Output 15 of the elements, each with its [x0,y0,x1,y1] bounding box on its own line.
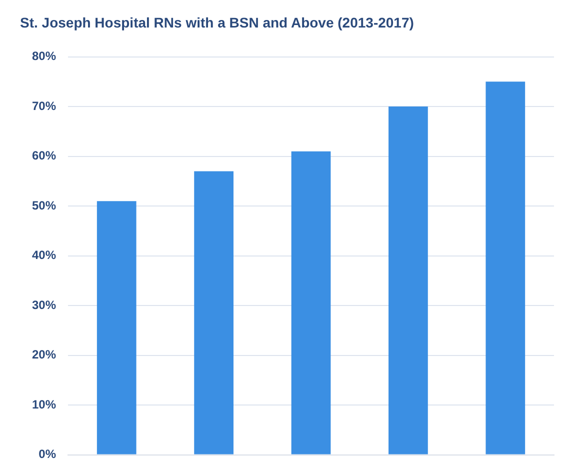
y-tick-label: 60% [32,148,56,163]
chart-title: St. Joseph Hospital RNs with a BSN and Above (2013-2017) [20,14,414,30]
bar [194,171,234,454]
y-tick-label: 80% [32,49,56,64]
y-tick-label: 70% [32,98,56,113]
bar [486,82,526,454]
y-tick-label: 50% [32,198,56,212]
y-tick-label: 30% [32,298,56,312]
y-tick-label: 40% [32,248,56,262]
y-tick-label: 10% [32,397,56,412]
bar [291,151,331,454]
bar [388,106,428,454]
bar [96,201,136,454]
y-tick-label: 0% [38,447,56,462]
y-tick-label: 20% [32,348,56,362]
